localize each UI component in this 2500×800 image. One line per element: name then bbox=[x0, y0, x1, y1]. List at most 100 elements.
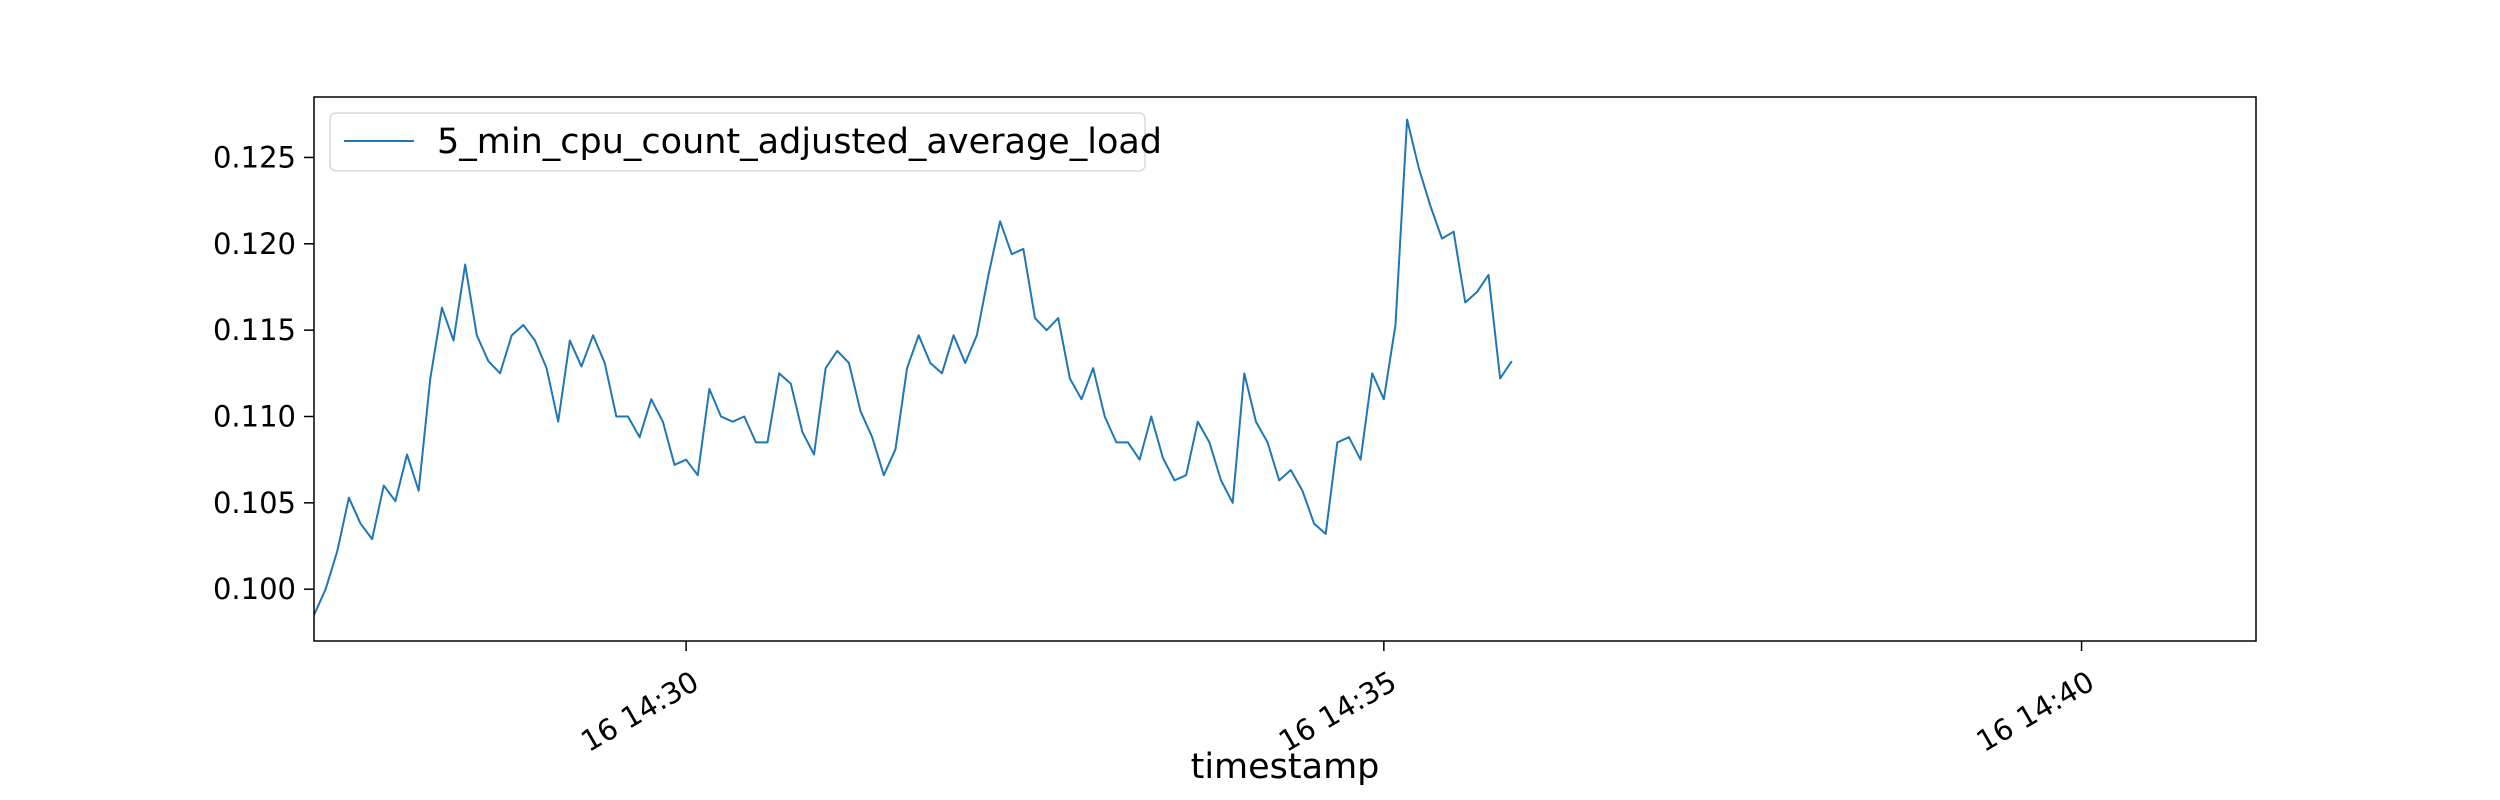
data-point bbox=[1499, 378, 1501, 380]
data-point bbox=[860, 410, 862, 412]
data-point bbox=[883, 474, 885, 476]
data-point bbox=[534, 340, 536, 342]
data-point bbox=[1488, 274, 1490, 276]
data-point bbox=[906, 367, 908, 369]
data-point bbox=[987, 274, 989, 276]
data-point bbox=[801, 431, 803, 433]
data-point bbox=[1441, 238, 1443, 240]
data-point bbox=[1034, 317, 1036, 319]
data-point bbox=[825, 367, 827, 369]
data-point bbox=[557, 421, 559, 423]
data-point bbox=[953, 334, 955, 336]
data-point bbox=[732, 421, 734, 423]
data-point bbox=[650, 398, 652, 400]
data-point bbox=[697, 474, 699, 476]
data-point bbox=[418, 490, 420, 492]
data-point bbox=[511, 334, 513, 336]
data-point bbox=[569, 340, 571, 342]
x-axis-label: timestamp bbox=[1191, 747, 1380, 787]
data-point bbox=[1418, 167, 1420, 169]
data-point bbox=[1348, 436, 1350, 438]
data-point bbox=[1081, 398, 1083, 400]
data-point bbox=[1220, 479, 1222, 481]
data-point bbox=[964, 362, 966, 364]
data-point bbox=[394, 500, 396, 502]
data-point bbox=[1394, 324, 1396, 326]
data-point bbox=[1406, 118, 1408, 120]
data-point bbox=[1336, 441, 1338, 443]
data-point bbox=[1092, 367, 1094, 369]
data-point bbox=[1185, 474, 1187, 476]
data-point bbox=[743, 415, 745, 417]
legend-box bbox=[329, 112, 1146, 172]
data-point bbox=[767, 441, 769, 443]
x-tick-label: 16 14:35 bbox=[1273, 664, 1402, 758]
data-point bbox=[1127, 441, 1129, 443]
data-point bbox=[871, 436, 873, 438]
data-point bbox=[929, 362, 931, 364]
data-point bbox=[941, 372, 943, 374]
legend: 5_min_cpu_count_adjusted_average_load bbox=[329, 112, 1162, 172]
data-point bbox=[383, 485, 385, 487]
data-point bbox=[325, 588, 327, 590]
y-tick-label: 0.100 bbox=[213, 572, 296, 606]
data-point bbox=[708, 388, 710, 390]
data-point bbox=[546, 367, 548, 369]
data-point bbox=[580, 365, 582, 367]
data-point bbox=[604, 362, 606, 364]
legend-label: 5_min_cpu_count_adjusted_average_load bbox=[437, 122, 1162, 162]
data-point bbox=[1325, 533, 1327, 535]
data-point bbox=[1453, 231, 1455, 233]
data-point bbox=[1267, 441, 1269, 443]
data-point bbox=[627, 415, 629, 417]
data-point bbox=[1139, 459, 1141, 461]
data-point bbox=[1511, 360, 1513, 362]
data-point bbox=[1104, 415, 1106, 417]
data-point bbox=[1150, 415, 1152, 417]
data-point bbox=[1174, 479, 1176, 481]
data-point bbox=[685, 459, 687, 461]
plot-area bbox=[314, 118, 1513, 616]
x-tick-label: 16 14:40 bbox=[1971, 664, 2100, 758]
data-point bbox=[662, 421, 664, 423]
data-point bbox=[1232, 502, 1234, 504]
series-line bbox=[314, 118, 1513, 616]
data-point bbox=[522, 324, 524, 326]
data-point bbox=[1011, 253, 1013, 255]
data-point bbox=[1301, 490, 1303, 492]
data-point bbox=[1243, 372, 1245, 374]
data-point bbox=[429, 378, 431, 380]
y-tick-label: 0.110 bbox=[213, 399, 296, 433]
data-point bbox=[1371, 372, 1373, 374]
data-point bbox=[487, 360, 489, 362]
data-point bbox=[1115, 441, 1117, 443]
data-point bbox=[1255, 421, 1257, 423]
data-point bbox=[1476, 291, 1478, 293]
data-point bbox=[1208, 441, 1210, 443]
data-point bbox=[1290, 469, 1292, 471]
data-point bbox=[894, 448, 896, 450]
data-point bbox=[1022, 248, 1024, 250]
data-point bbox=[1057, 317, 1059, 319]
x-tick-label: 16 14:30 bbox=[575, 664, 704, 758]
data-point bbox=[476, 334, 478, 336]
data-point bbox=[639, 436, 641, 438]
data-point bbox=[441, 307, 443, 309]
data-point bbox=[1383, 398, 1385, 400]
data-point bbox=[360, 523, 362, 525]
y-tick-label: 0.105 bbox=[213, 486, 296, 520]
data-point bbox=[348, 497, 350, 499]
data-point bbox=[1429, 205, 1431, 207]
data-point bbox=[336, 550, 338, 552]
data-point bbox=[778, 372, 780, 374]
data-point bbox=[813, 453, 815, 455]
data-point bbox=[673, 464, 675, 466]
y-tick-label: 0.115 bbox=[213, 313, 296, 347]
data-point bbox=[1046, 329, 1048, 331]
data-point bbox=[918, 334, 920, 336]
data-point bbox=[1278, 479, 1280, 481]
data-point bbox=[1069, 378, 1071, 380]
data-point bbox=[836, 350, 838, 352]
data-point bbox=[790, 383, 792, 385]
